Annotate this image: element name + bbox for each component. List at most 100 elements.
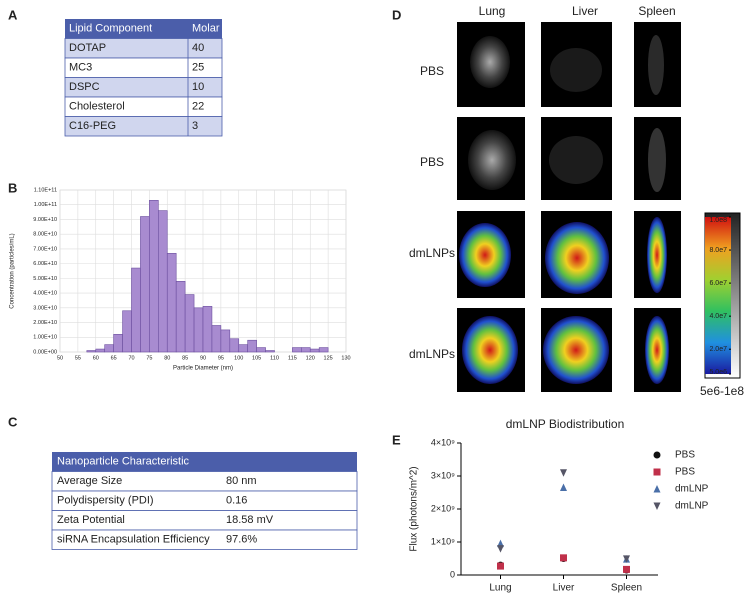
x-tick-label: Liver	[553, 583, 575, 594]
table-cell: siRNA Encapsulation Efficiency	[57, 534, 210, 546]
image-organ	[470, 36, 510, 88]
x-tick-label: Spleen	[611, 583, 642, 594]
table-cell: 18.58 mV	[226, 514, 274, 526]
point	[623, 565, 630, 573]
table-cell: DOTAP	[69, 42, 106, 54]
panel-label: D	[392, 7, 401, 22]
y-tick-label: 2×10⁹	[431, 503, 455, 513]
legend-marker	[653, 502, 661, 510]
panel-label: A	[8, 7, 18, 22]
x-tick-label: 130	[341, 355, 350, 361]
table-cell: 40	[192, 42, 204, 54]
x-tick-label: 120	[306, 355, 315, 361]
x-tick-label: 50	[57, 355, 63, 361]
x-tick-label: 65	[111, 355, 117, 361]
y-tick-label: 7.00E+10	[33, 246, 57, 252]
bar	[238, 344, 248, 353]
chart-title: dmLNP Biodistribution	[506, 417, 625, 431]
colorbar	[705, 217, 731, 374]
table-cell: 10	[192, 81, 204, 93]
x-tick-label: 70	[128, 355, 134, 361]
table-cell: Cholesterol	[69, 101, 125, 113]
colorbar-tick-label: 2.0e7	[709, 346, 727, 353]
point	[497, 545, 504, 553]
bar	[220, 329, 231, 353]
y-tick-label: 1.00E+11	[34, 202, 57, 208]
bar	[104, 344, 114, 353]
colorbar-caption: 5e6-1e8	[700, 384, 744, 398]
table-header	[65, 19, 222, 39]
colorbar-tick-label: 1.0e8	[709, 217, 727, 224]
row-label: PBS	[420, 64, 444, 78]
table-header	[52, 452, 357, 472]
column-label: Lung	[479, 4, 506, 18]
table-header-cell: Lipid Component	[69, 23, 152, 35]
bar	[247, 339, 257, 353]
y-tick-label: 1.00E+10	[33, 335, 57, 341]
y-tick-label: 8.00E+10	[33, 232, 57, 238]
point	[497, 562, 504, 570]
colorbar-tick-label: 4.0e7	[709, 313, 727, 320]
x-tick-label: 55	[75, 355, 81, 361]
bar	[149, 200, 159, 353]
table-header-cell: Molar %	[192, 23, 233, 35]
table-cell: DSPC	[69, 81, 100, 93]
x-tick-label: 105	[252, 355, 261, 361]
table-row	[51, 529, 358, 550]
bar	[292, 347, 302, 353]
x-tick-label: 115	[288, 355, 297, 361]
y-tick-label: 9.00E+10	[33, 217, 57, 223]
bar	[113, 334, 123, 353]
x-tick-label: 100	[234, 355, 243, 361]
table-cell: Zeta Potential	[57, 514, 125, 526]
x-tick-label: 60	[93, 355, 99, 361]
x-tick-label: 125	[324, 355, 333, 361]
colorbar-tick-label: 5.0e6	[709, 369, 727, 376]
image-organ	[645, 316, 669, 384]
bar	[175, 281, 186, 353]
imaging-panels	[457, 22, 741, 392]
bar	[265, 350, 275, 353]
bar	[229, 338, 240, 353]
image-organ	[549, 136, 603, 184]
bar	[86, 350, 97, 353]
table-cell: 22	[192, 101, 204, 113]
x-tick-label: 95	[218, 355, 224, 361]
legend-label: dmLNP	[675, 501, 709, 512]
legend-marker	[653, 468, 661, 476]
table-cell: Polydispersity (PDI)	[57, 495, 154, 507]
table-cell: 0.16	[226, 495, 247, 507]
legend-label: PBS	[675, 467, 695, 478]
image-organ	[550, 48, 602, 92]
bar	[301, 347, 311, 353]
x-tick-label: 80	[164, 355, 170, 361]
image-organ	[543, 316, 609, 384]
image-organ	[648, 35, 664, 95]
bar	[122, 310, 132, 353]
point	[560, 554, 567, 562]
bar	[318, 347, 329, 353]
row-label: dmLNPs	[409, 347, 455, 361]
legend-label: dmLNP	[675, 484, 709, 495]
table-row	[64, 116, 223, 137]
image-organ	[545, 222, 609, 294]
bar	[140, 216, 150, 353]
y-tick-label: 3×10⁹	[431, 470, 455, 480]
bar	[309, 348, 320, 353]
bar	[193, 307, 204, 353]
image-organ	[647, 217, 667, 293]
image-organ	[648, 128, 666, 192]
bar	[202, 306, 213, 353]
legend-marker	[653, 485, 661, 493]
y-axis-title: Flux (photons/m^2)	[409, 466, 420, 551]
bar	[184, 294, 195, 353]
y-tick-label: 3.00E+10	[33, 305, 57, 311]
bar	[256, 347, 266, 353]
y-tick-label: 5.00E+10	[33, 276, 57, 282]
image-organ	[462, 316, 518, 384]
table-cell: 80 nm	[226, 475, 257, 487]
y-tick-label: 4.00E+10	[33, 291, 57, 297]
row-label: PBS	[420, 155, 444, 169]
y-tick-label: 0	[450, 569, 455, 579]
